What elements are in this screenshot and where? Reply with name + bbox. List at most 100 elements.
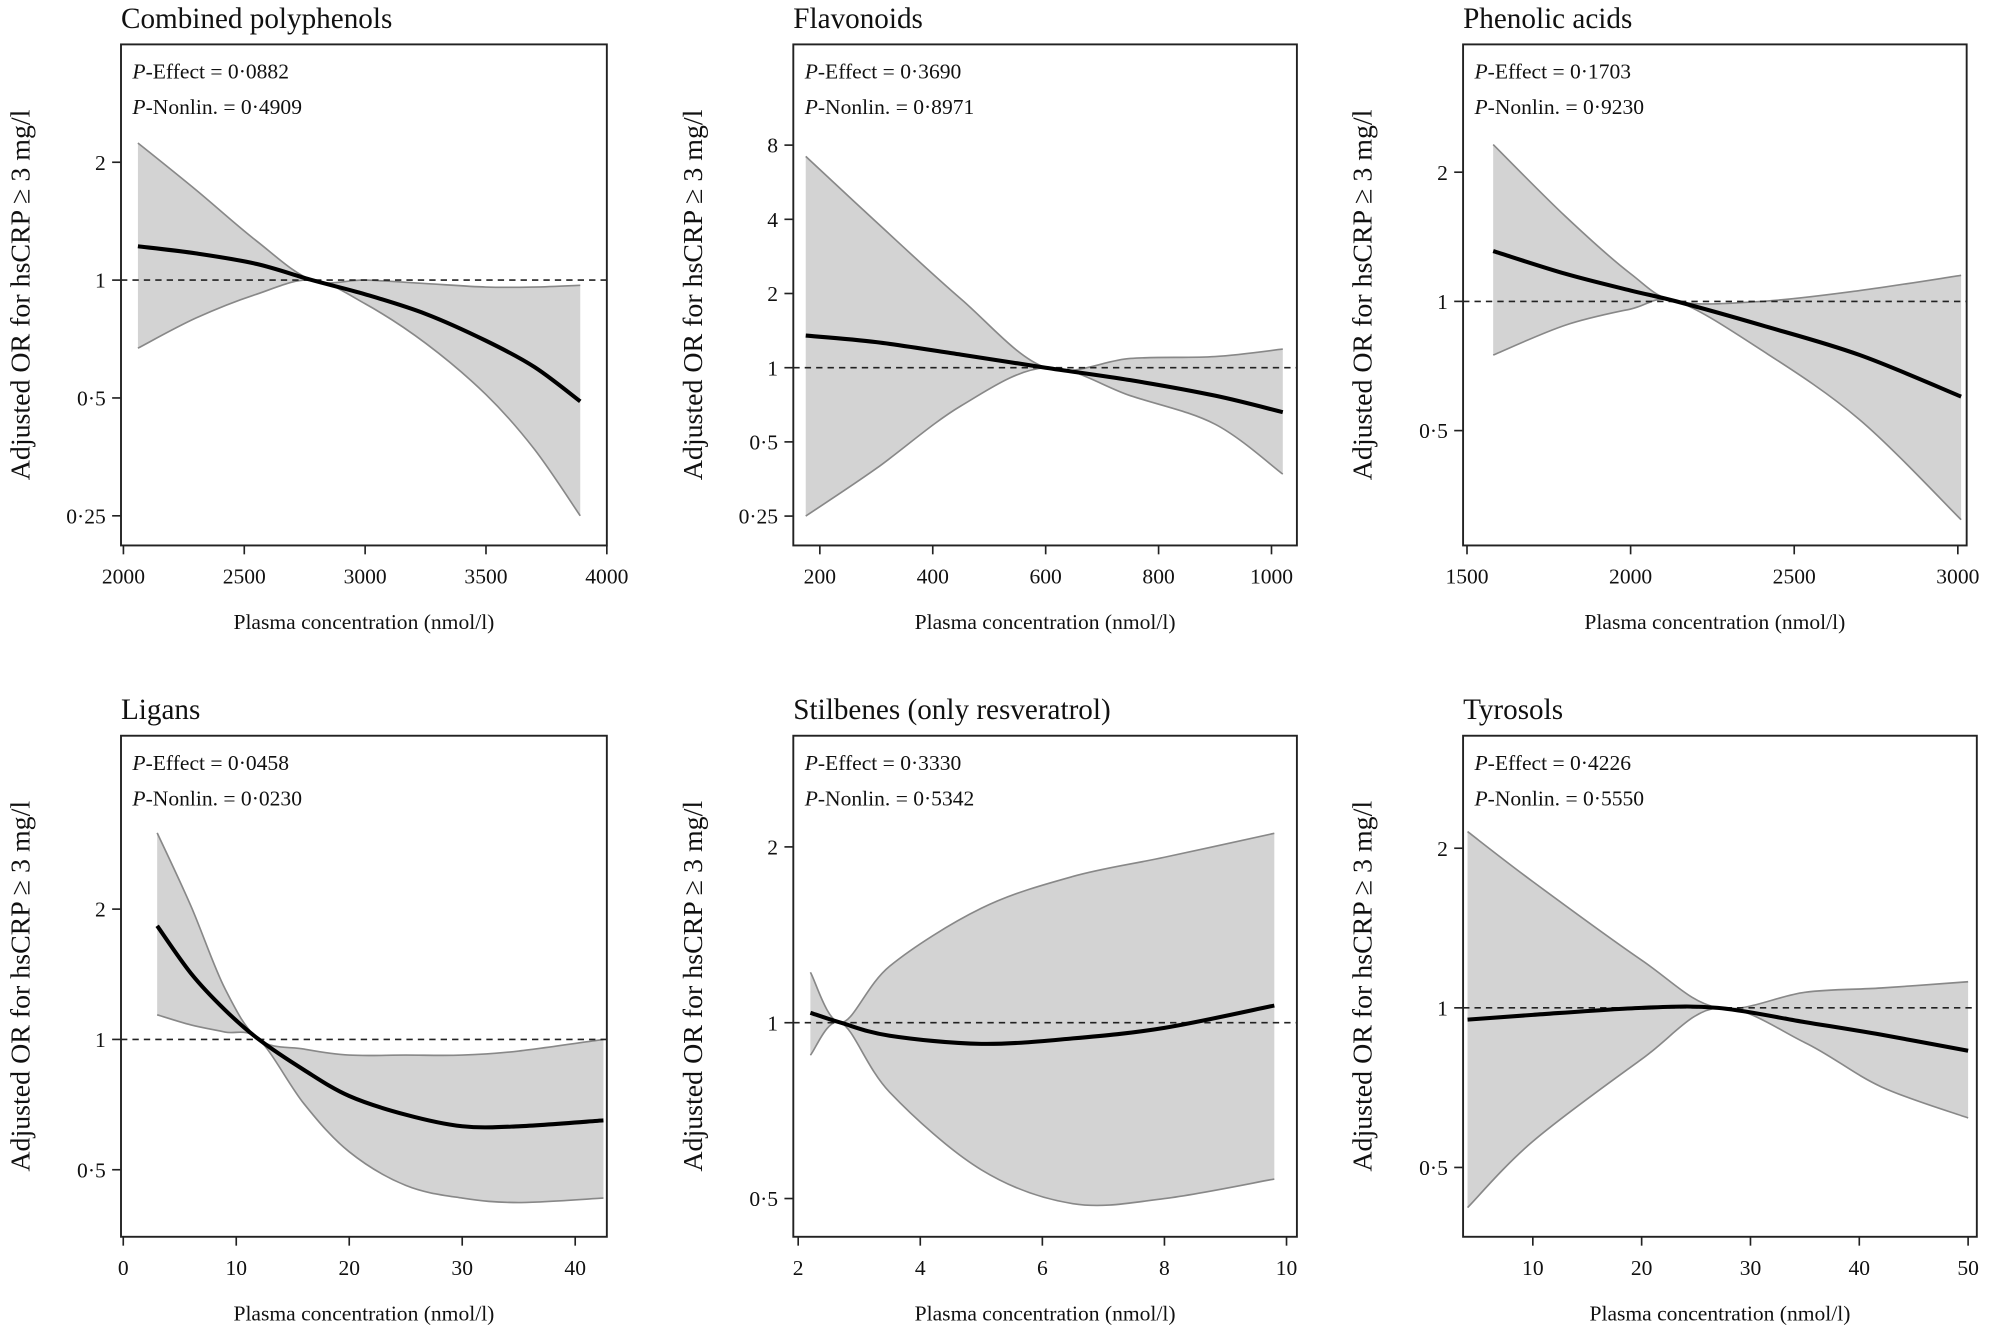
x-tick-label: 6 xyxy=(1037,1256,1048,1280)
y-tick-label: 2 xyxy=(1437,161,1448,185)
x-tick-label: 200 xyxy=(804,565,836,589)
x-tick-label: 3500 xyxy=(464,565,507,589)
confidence-band xyxy=(137,142,581,516)
annotation-text: -Nonlin. = 0·4909 xyxy=(146,95,302,119)
x-tick-label: 400 xyxy=(917,565,949,589)
annotation: P-Effect = 0·0458 xyxy=(131,751,289,775)
y-tick-label: 1 xyxy=(95,1028,106,1052)
y-axis-label: Adjusted OR for hsCRP ≥ 3 mg/l xyxy=(6,801,37,1172)
lower-bound xyxy=(1492,298,1962,521)
estimate-line xyxy=(1492,249,1962,399)
plot-frame xyxy=(792,734,1298,1238)
annotation-italic: P xyxy=(804,751,818,775)
y-tick-label: 2 xyxy=(767,836,778,860)
y-axis-label: Adjusted OR for hsCRP ≥ 3 mg/l xyxy=(678,801,709,1172)
annotation-italic: P xyxy=(131,786,145,810)
annotation-italic: P xyxy=(131,751,145,775)
annotation: P-Nonlin. = 0·5550 xyxy=(1473,786,1644,810)
estimate-line xyxy=(809,1003,1275,1046)
x-tick-label: 2000 xyxy=(1609,565,1652,589)
x-tick-label: 8 xyxy=(1159,1256,1170,1280)
annotation-text: -Nonlin. = 0·5550 xyxy=(1488,786,1644,810)
plot-frame xyxy=(1462,43,1968,547)
y-axis-label: Adjusted OR for hsCRP ≥ 3 mg/l xyxy=(678,109,709,480)
x-tick-label: 30 xyxy=(1740,1256,1762,1280)
x-tick-label: 40 xyxy=(564,1256,586,1280)
x-tick-label: 50 xyxy=(1957,1256,1979,1280)
y-tick-label: 0·5 xyxy=(77,387,106,411)
x-tick-label: 3000 xyxy=(344,565,387,589)
estimate-line xyxy=(805,333,1284,415)
annotation: P-Nonlin. = 0·5342 xyxy=(804,786,975,810)
annotation-italic: P xyxy=(804,60,818,84)
y-tick-label: 4 xyxy=(767,208,778,232)
annotation-text: -Nonlin. = 0·0230 xyxy=(146,786,302,810)
x-tick-label: 10 xyxy=(1276,1256,1298,1280)
estimate-line xyxy=(137,244,582,404)
plot-frame xyxy=(792,43,1298,547)
chart-title: Ligans xyxy=(121,694,200,726)
x-tick-label: 600 xyxy=(1030,565,1062,589)
x-tick-label: 20 xyxy=(338,1256,360,1280)
y-tick-label: 2 xyxy=(767,282,778,306)
estimate-line xyxy=(1467,1004,1969,1053)
y-tick-label: 0·5 xyxy=(749,1187,778,1211)
y-tick-label: 0·5 xyxy=(1419,1156,1448,1180)
y-tick-label: 1 xyxy=(767,356,778,380)
y-axis-label: Adjusted OR for hsCRP ≥ 3 mg/l xyxy=(1348,109,1379,480)
x-tick-label: 30 xyxy=(451,1256,473,1280)
annotation-text: -Nonlin. = 0·9230 xyxy=(1488,95,1644,119)
y-tick-label: 2 xyxy=(95,151,106,175)
annotation-italic: P xyxy=(804,95,818,119)
x-tick-label: 40 xyxy=(1849,1256,1871,1280)
annotation: P-Nonlin. = 0·0230 xyxy=(131,786,302,810)
annotation-italic: P xyxy=(1473,751,1487,775)
annotation-text: -Effect = 0·0458 xyxy=(146,751,289,775)
annotation-text: -Effect = 0·3690 xyxy=(818,60,961,84)
confidence-band xyxy=(1493,144,1962,520)
chart-title: Stilbenes (only resveratrol) xyxy=(793,694,1110,726)
y-tick-label: 0·25 xyxy=(66,504,106,528)
chart-title: Phenolic acids xyxy=(1463,3,1632,35)
annotation-text: -Nonlin. = 0·5342 xyxy=(818,786,974,810)
y-tick-label: 2 xyxy=(1437,837,1448,861)
chart-title: Tyrosols xyxy=(1463,694,1563,726)
annotation-italic: P xyxy=(1473,60,1487,84)
x-tick-label: 20 xyxy=(1631,1256,1653,1280)
annotation: P-Effect = 0·4226 xyxy=(1473,751,1631,775)
y-tick-label: 0·5 xyxy=(77,1158,106,1182)
confidence-band xyxy=(810,833,1275,1206)
x-tick-label: 2500 xyxy=(223,565,266,589)
plot-frame xyxy=(120,734,608,1238)
y-tick-label: 0·5 xyxy=(1419,419,1448,443)
x-tick-label: 3000 xyxy=(1936,565,1979,589)
x-tick-label: 2000 xyxy=(102,565,145,589)
x-tick-label: 10 xyxy=(1522,1256,1544,1280)
y-tick-label: 0·25 xyxy=(739,505,779,529)
y-tick-label: 1 xyxy=(767,1011,778,1035)
x-axis-label: Plasma concentration (nmol/l) xyxy=(233,1302,494,1326)
x-tick-label: 4 xyxy=(915,1256,926,1280)
upper-bound xyxy=(156,832,604,1057)
confidence-band xyxy=(805,156,1283,517)
annotation: P-Effect = 0·1703 xyxy=(1473,60,1631,84)
x-tick-label: 800 xyxy=(1142,565,1174,589)
annotation: P-Effect = 0·3330 xyxy=(804,751,962,775)
x-tick-label: 1500 xyxy=(1445,565,1488,589)
annotation-italic: P xyxy=(131,60,145,84)
x-tick-label: 10 xyxy=(225,1256,247,1280)
annotation-text: -Effect = 0·1703 xyxy=(1488,60,1631,84)
x-axis-label: Plasma concentration (nmol/l) xyxy=(915,1302,1176,1326)
x-tick-label: 2500 xyxy=(1773,565,1816,589)
chart-title: Combined polyphenols xyxy=(121,3,392,35)
x-tick-label: 1000 xyxy=(1250,565,1293,589)
x-axis-label: Plasma concentration (nmol/l) xyxy=(1590,1302,1851,1326)
annotation-text: -Effect = 0·0882 xyxy=(146,60,289,84)
y-axis-label: Adjusted OR for hsCRP ≥ 3 mg/l xyxy=(6,109,37,480)
annotation-text: -Nonlin. = 0·8971 xyxy=(818,95,974,119)
annotation: P-Nonlin. = 0·4909 xyxy=(131,95,302,119)
x-tick-label: 4000 xyxy=(585,565,628,589)
annotation-italic: P xyxy=(804,786,818,810)
x-axis-label: Plasma concentration (nmol/l) xyxy=(1584,610,1845,634)
x-tick-label: 2 xyxy=(793,1256,804,1280)
